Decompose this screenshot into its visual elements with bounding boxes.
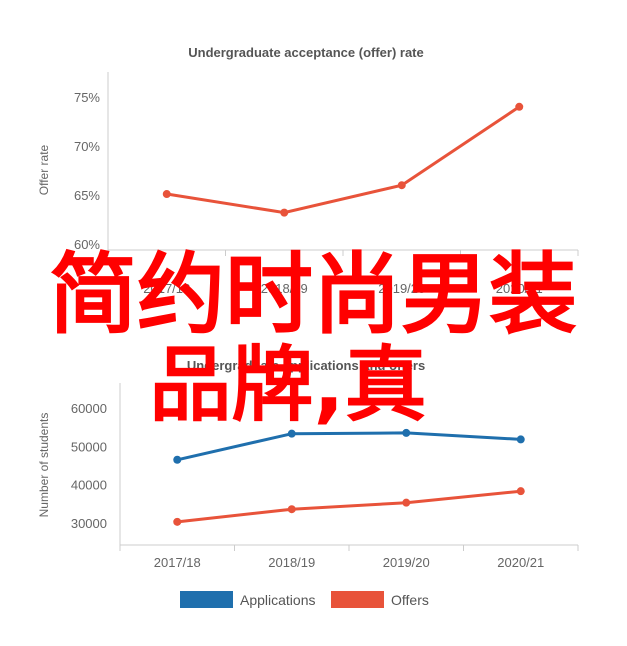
chart1-x-tick-label: 2019/20 <box>378 281 425 296</box>
chart2-y-tick-label: 60000 <box>71 401 107 416</box>
chart1-x-tick-label: 2020/21 <box>496 281 543 296</box>
chart1-series-line <box>166 105 521 215</box>
chart1-y-axis-label: Offer rate <box>37 144 51 195</box>
chart2-y-axis-label: Number of students <box>37 413 51 518</box>
chart1-data-point <box>162 190 171 199</box>
chart1-y-tick-label: 65% <box>74 188 100 203</box>
chart2-data-point <box>173 517 182 526</box>
chart1-x-tick-label: 2017/18 <box>143 281 190 296</box>
chart1-data-point <box>280 208 289 217</box>
overlay-line-1: 简约时尚男装 <box>49 243 577 346</box>
chart1-y-tick-label: 60% <box>74 237 100 252</box>
chart2-data-point <box>402 498 411 507</box>
chart2-legend: Applications Offers <box>180 591 429 608</box>
chart2-x-tick-label: 2020/21 <box>497 555 544 570</box>
chart2-series-line <box>176 431 521 462</box>
chart2-data-point <box>173 455 182 464</box>
applications-offers-chart: Undergraduate applications and offers Nu… <box>37 358 579 608</box>
legend-label: Applications <box>240 592 316 608</box>
chart1-title: Undergraduate acceptance (offer) rate <box>188 45 424 60</box>
chart2-x-tick-label: 2018/19 <box>268 555 315 570</box>
legend-label: Offers <box>391 592 429 608</box>
chart1-data-point <box>515 102 524 111</box>
legend-swatch <box>180 591 233 608</box>
chart2-data-point <box>287 429 296 438</box>
chart2-data-point <box>516 435 525 444</box>
chart2-y-tick-label: 50000 <box>71 439 107 454</box>
chart1-data-point <box>397 181 406 190</box>
chart1-x-tick-label: 2018/19 <box>261 281 308 296</box>
chart2-data-point <box>516 487 525 496</box>
chart2-data-point <box>287 505 296 514</box>
chart2-x-tick-label: 2017/18 <box>154 555 201 570</box>
overlay-watermark: 简约时尚男装 品牌,真 <box>49 243 577 433</box>
legend-swatch <box>331 591 384 608</box>
chart2-x-tick-label: 2019/20 <box>383 555 430 570</box>
chart1-y-tick-label: 70% <box>74 139 100 154</box>
chart2-title: Undergraduate applications and offers <box>187 358 425 373</box>
chart1-y-tick-label: 75% <box>74 90 100 105</box>
chart2-y-tick-label: 30000 <box>71 516 107 531</box>
chart2-data-point <box>402 428 411 437</box>
offer-rate-chart: Undergraduate acceptance (offer) rate Of… <box>37 45 579 296</box>
overlay-line-2: 品牌,真 <box>149 338 426 433</box>
chart2-y-tick-label: 40000 <box>71 478 107 493</box>
chart2-series-line <box>177 489 521 524</box>
